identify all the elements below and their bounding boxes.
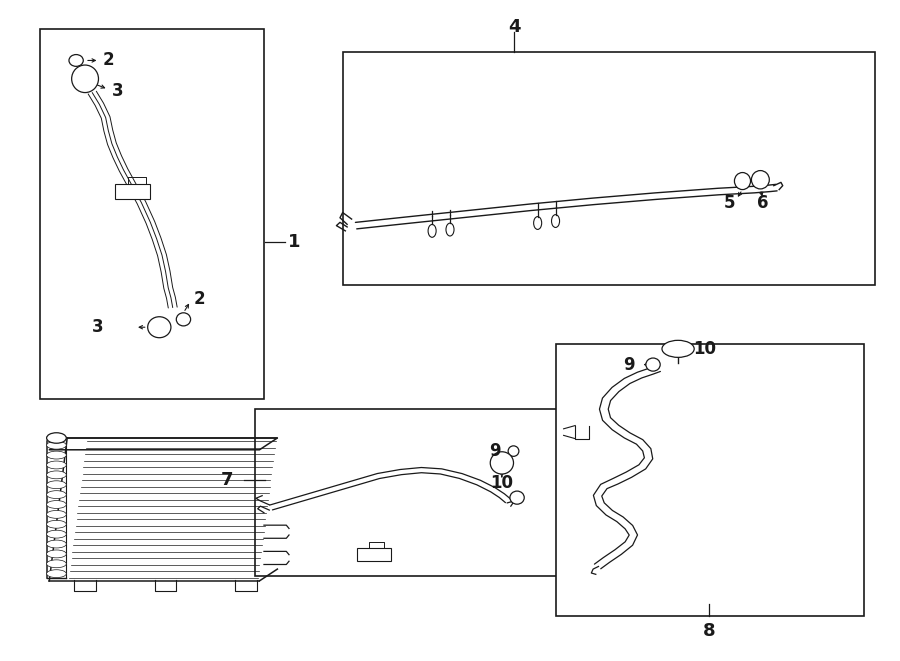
FancyBboxPatch shape	[357, 548, 391, 561]
Text: 7: 7	[221, 471, 233, 489]
Ellipse shape	[148, 317, 171, 338]
Text: 2: 2	[103, 52, 114, 69]
Ellipse shape	[72, 65, 98, 93]
Ellipse shape	[47, 442, 67, 449]
Ellipse shape	[69, 55, 84, 66]
Ellipse shape	[47, 530, 67, 538]
Ellipse shape	[47, 520, 67, 528]
Text: 1: 1	[288, 233, 301, 251]
Ellipse shape	[47, 461, 67, 469]
Ellipse shape	[508, 446, 519, 456]
Ellipse shape	[47, 451, 67, 459]
Ellipse shape	[534, 217, 542, 229]
Text: 3: 3	[112, 82, 123, 100]
Ellipse shape	[47, 471, 67, 479]
Ellipse shape	[428, 225, 436, 237]
Text: 4: 4	[508, 18, 520, 36]
Ellipse shape	[646, 358, 661, 371]
Text: 5: 5	[724, 194, 735, 212]
Bar	[343, 52, 875, 285]
Ellipse shape	[47, 550, 67, 558]
Ellipse shape	[47, 560, 67, 568]
FancyBboxPatch shape	[114, 184, 150, 199]
Text: 9: 9	[624, 356, 635, 373]
Bar	[40, 29, 264, 399]
Ellipse shape	[47, 510, 67, 518]
Ellipse shape	[47, 481, 67, 488]
Text: 8: 8	[703, 622, 716, 640]
Ellipse shape	[752, 171, 770, 189]
Ellipse shape	[734, 173, 751, 190]
Ellipse shape	[47, 433, 67, 444]
Ellipse shape	[47, 540, 67, 548]
Ellipse shape	[446, 223, 454, 236]
Text: 6: 6	[757, 194, 769, 212]
Text: 10: 10	[491, 473, 513, 492]
Text: 9: 9	[490, 442, 501, 460]
Ellipse shape	[491, 451, 514, 474]
Text: 10: 10	[693, 340, 716, 358]
Ellipse shape	[47, 490, 67, 498]
Ellipse shape	[552, 215, 560, 227]
Text: 3: 3	[92, 318, 104, 336]
Bar	[255, 409, 577, 576]
Bar	[555, 344, 864, 615]
Ellipse shape	[510, 491, 524, 504]
Ellipse shape	[662, 340, 694, 358]
Ellipse shape	[176, 313, 191, 326]
Text: 2: 2	[194, 290, 205, 308]
Ellipse shape	[47, 500, 67, 508]
Ellipse shape	[47, 570, 67, 578]
